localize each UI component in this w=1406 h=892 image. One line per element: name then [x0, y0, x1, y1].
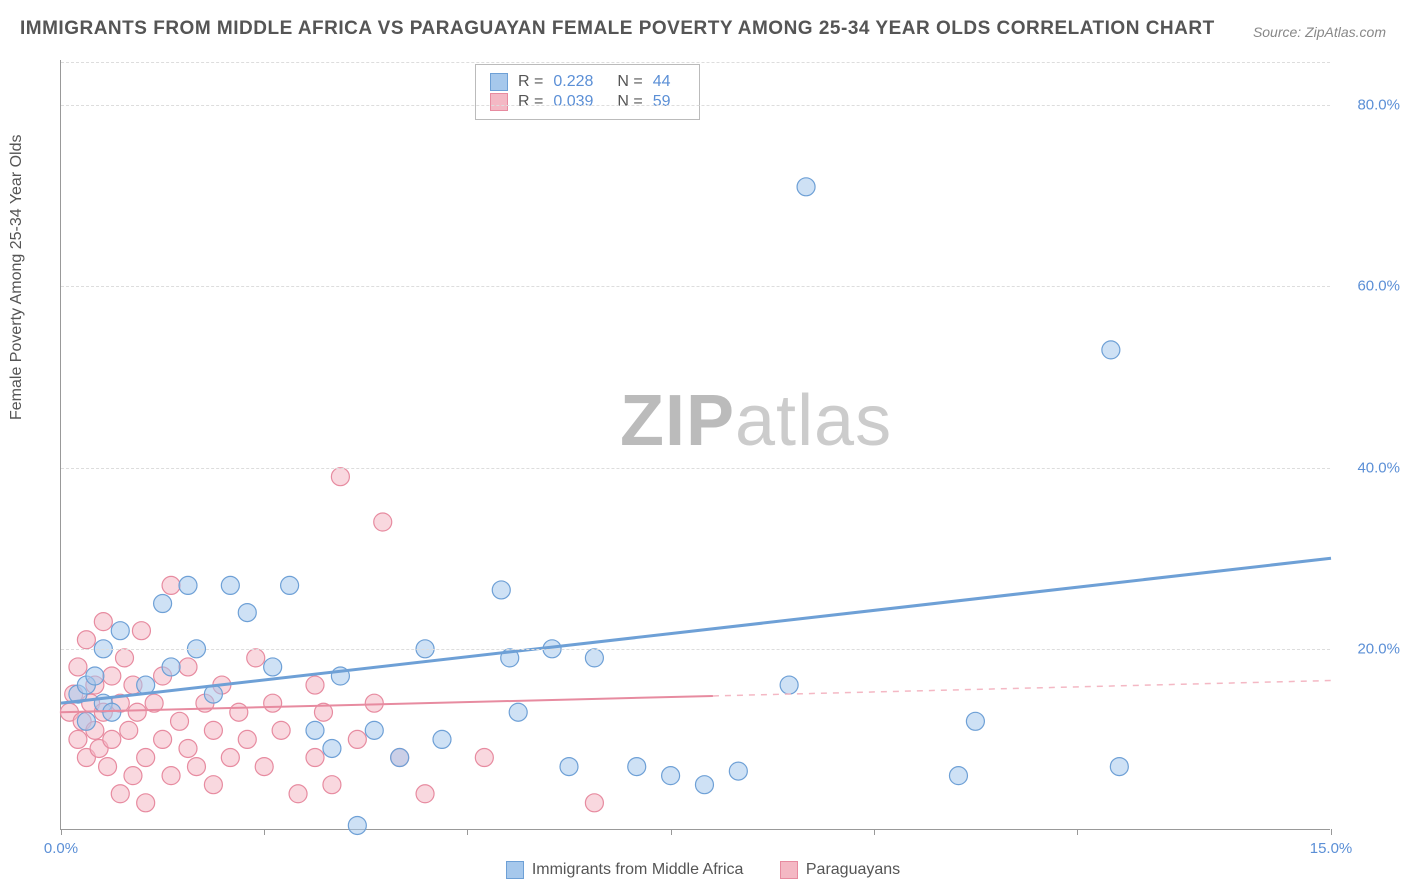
- xtick: [264, 829, 265, 835]
- xtick: [1331, 829, 1332, 835]
- series-legend: Immigrants from Middle Africa Paraguayan…: [0, 861, 1406, 884]
- ytick-label: 80.0%: [1340, 97, 1400, 114]
- xtick: [671, 829, 672, 835]
- legend-item-1: Paraguayans: [780, 861, 900, 879]
- plot-area: 20.0%40.0%60.0%80.0%0.0%15.0%: [60, 60, 1330, 830]
- ytick-label: 40.0%: [1340, 459, 1400, 476]
- xtick: [61, 829, 62, 835]
- y-axis-label: Female Poverty Among 25-34 Year Olds: [8, 135, 26, 421]
- gridline: [61, 468, 1330, 469]
- legend-label-0: Immigrants from Middle Africa: [532, 861, 744, 879]
- legend-label-1: Paraguayans: [806, 861, 900, 879]
- chart-title: IMMIGRANTS FROM MIDDLE AFRICA VS PARAGUA…: [20, 18, 1215, 40]
- swatch-icon: [780, 861, 798, 879]
- swatch-icon: [506, 861, 524, 879]
- gridline: [61, 649, 1330, 650]
- xtick-label: 0.0%: [44, 840, 78, 857]
- gridline: [61, 105, 1330, 106]
- source-attribution: Source: ZipAtlas.com: [1253, 24, 1386, 40]
- ytick-label: 60.0%: [1340, 278, 1400, 295]
- xtick: [1077, 829, 1078, 835]
- ytick-label: 20.0%: [1340, 640, 1400, 657]
- scatter-svg: [61, 60, 1330, 829]
- legend-item-0: Immigrants from Middle Africa: [506, 861, 744, 879]
- gridline: [61, 62, 1330, 63]
- xtick: [467, 829, 468, 835]
- xtick: [874, 829, 875, 835]
- xtick-label: 15.0%: [1310, 840, 1353, 857]
- gridline: [61, 286, 1330, 287]
